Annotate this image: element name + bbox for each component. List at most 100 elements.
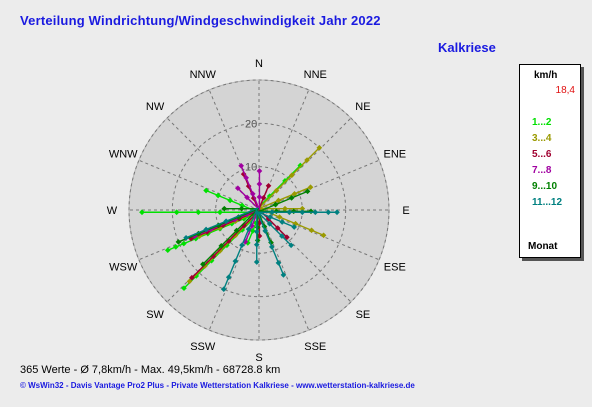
direction-label: NNW bbox=[190, 69, 217, 81]
stats-line: 365 Werte - Ø 7,8km/h - Max. 49,5km/h - … bbox=[20, 364, 281, 376]
data-point bbox=[180, 240, 187, 247]
radial-tick-label: 10 bbox=[245, 162, 257, 174]
data-point bbox=[280, 272, 287, 278]
series-line-2 bbox=[188, 210, 261, 282]
series-line-2 bbox=[257, 147, 320, 210]
data-point bbox=[253, 259, 260, 265]
data-point bbox=[220, 286, 227, 293]
series-line-6 bbox=[257, 211, 295, 228]
data-point bbox=[279, 219, 285, 225]
series-line-5 bbox=[259, 190, 308, 212]
data-point bbox=[274, 225, 281, 231]
series-line-4 bbox=[240, 165, 261, 211]
spoke-nnw bbox=[208, 89, 260, 211]
data-point bbox=[256, 181, 263, 187]
data-point bbox=[203, 226, 209, 233]
spoke-nne bbox=[258, 89, 310, 211]
direction-label: NE bbox=[355, 101, 370, 113]
data-point bbox=[276, 214, 283, 220]
data-point bbox=[266, 193, 273, 199]
direction-label: WSW bbox=[109, 261, 138, 273]
data-point bbox=[218, 242, 225, 249]
legend-unit: km/h bbox=[534, 70, 558, 81]
spoke-ssw bbox=[208, 209, 260, 331]
data-point bbox=[299, 205, 306, 212]
legend-footer: Monat bbox=[528, 241, 558, 252]
data-point bbox=[232, 258, 239, 265]
data-point bbox=[325, 209, 332, 216]
spoke-nw bbox=[166, 117, 260, 211]
series-line-1 bbox=[256, 165, 301, 209]
data-point bbox=[181, 285, 187, 292]
data-point bbox=[316, 144, 323, 151]
data-point bbox=[269, 209, 275, 216]
data-point bbox=[269, 244, 275, 250]
direction-label: WNW bbox=[109, 149, 138, 161]
data-point bbox=[139, 209, 145, 216]
data-point bbox=[266, 221, 273, 227]
spoke-se bbox=[258, 209, 352, 303]
data-point bbox=[172, 244, 179, 250]
data-point bbox=[260, 194, 267, 201]
series-line-6 bbox=[185, 207, 259, 239]
data-point bbox=[215, 192, 221, 199]
direction-label: SSE bbox=[304, 341, 326, 353]
data-point bbox=[312, 209, 319, 216]
direction-label: ENE bbox=[383, 149, 406, 161]
data-point bbox=[288, 195, 295, 201]
data-point bbox=[272, 201, 279, 208]
data-point bbox=[253, 241, 260, 248]
data-point bbox=[238, 162, 245, 169]
data-point bbox=[282, 205, 288, 212]
direction-label: W bbox=[107, 205, 118, 217]
legend: km/h 18,4 1...2 3...4 5...6 7...8 9...10… bbox=[519, 64, 581, 258]
data-point bbox=[195, 209, 202, 216]
data-point bbox=[320, 232, 327, 239]
series-line-5 bbox=[202, 208, 259, 265]
data-point bbox=[249, 190, 256, 197]
series-line-6 bbox=[256, 211, 292, 246]
series-line-4 bbox=[237, 187, 260, 211]
data-point bbox=[245, 226, 252, 232]
legend-class-2: 3...4 bbox=[532, 133, 552, 144]
data-point bbox=[288, 172, 295, 179]
direction-label: N bbox=[255, 58, 263, 70]
direction-label: SSW bbox=[190, 341, 216, 353]
spoke-wsw bbox=[138, 209, 260, 261]
data-point bbox=[334, 209, 340, 216]
direction-label: NNE bbox=[304, 69, 327, 81]
data-point bbox=[249, 228, 256, 234]
data-point bbox=[308, 227, 315, 234]
data-point bbox=[304, 157, 310, 163]
data-point bbox=[291, 224, 297, 230]
data-point bbox=[307, 184, 314, 191]
data-point bbox=[265, 182, 272, 189]
legend-class-4: 7...8 bbox=[532, 165, 552, 176]
data-point bbox=[275, 260, 282, 266]
data-point bbox=[279, 233, 285, 239]
data-point bbox=[200, 261, 206, 268]
data-point bbox=[288, 242, 294, 249]
data-point bbox=[223, 218, 229, 225]
spoke-ene bbox=[258, 159, 380, 211]
data-point bbox=[267, 214, 273, 220]
spoke-ne bbox=[258, 117, 352, 211]
legend-max-value: 18,4 bbox=[555, 85, 575, 96]
direction-label: NW bbox=[146, 101, 165, 113]
data-point bbox=[227, 197, 233, 204]
data-point bbox=[173, 209, 180, 216]
data-point bbox=[282, 178, 288, 184]
radial-grid-ring bbox=[128, 79, 390, 341]
data-point bbox=[273, 187, 280, 194]
direction-label: E bbox=[402, 205, 409, 217]
data-point bbox=[238, 205, 245, 212]
data-point bbox=[304, 188, 311, 195]
data-point bbox=[253, 228, 260, 235]
chart-title: Verteilung Windrichtung/Windgeschwindigk… bbox=[20, 13, 381, 28]
data-point bbox=[235, 185, 241, 192]
spoke-wnw bbox=[138, 159, 260, 211]
radial-tick-label: 20 bbox=[245, 118, 257, 130]
data-point bbox=[256, 194, 263, 200]
data-point bbox=[203, 187, 209, 194]
